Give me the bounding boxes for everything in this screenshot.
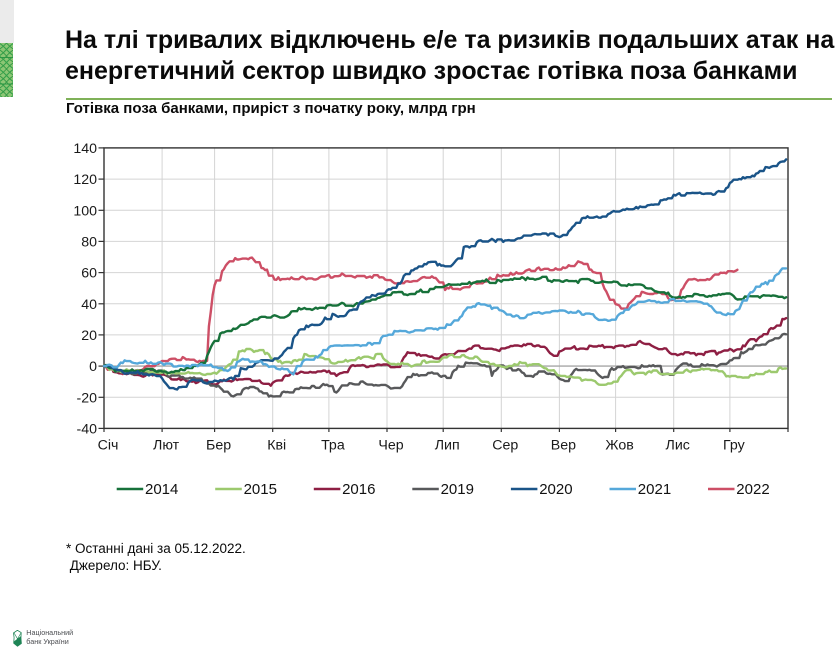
svg-text:2021: 2021 — [638, 481, 671, 498]
svg-text:40: 40 — [81, 297, 97, 313]
svg-text:-40: -40 — [76, 421, 97, 437]
svg-text:80: 80 — [81, 234, 97, 250]
svg-text:Жов: Жов — [605, 438, 633, 454]
svg-text:20: 20 — [81, 328, 97, 344]
svg-text:0: 0 — [89, 359, 97, 375]
svg-text:2020: 2020 — [539, 481, 572, 498]
svg-text:2016: 2016 — [342, 481, 375, 498]
svg-text:100: 100 — [73, 203, 97, 219]
svg-text:Лис: Лис — [666, 438, 690, 454]
svg-text:2022: 2022 — [736, 481, 769, 498]
svg-text:Лют: Лют — [153, 438, 180, 454]
svg-text:Кві: Кві — [267, 438, 286, 454]
svg-text:2015: 2015 — [244, 481, 277, 498]
svg-text:Чер: Чер — [378, 438, 403, 454]
svg-text:2014: 2014 — [145, 481, 178, 498]
svg-text:Гру: Гру — [723, 438, 746, 454]
svg-text:Січ: Січ — [98, 438, 119, 454]
svg-text:Вер: Вер — [551, 438, 576, 454]
svg-text:140: 140 — [73, 141, 97, 157]
svg-text:-20: -20 — [76, 390, 97, 406]
svg-text:Бер: Бер — [206, 438, 231, 454]
svg-text:Сер: Сер — [492, 438, 518, 454]
svg-text:Тра: Тра — [321, 438, 345, 454]
svg-text:120: 120 — [73, 172, 97, 188]
svg-text:60: 60 — [81, 266, 97, 282]
svg-text:2019: 2019 — [441, 481, 474, 498]
svg-text:Лип: Лип — [435, 438, 460, 454]
